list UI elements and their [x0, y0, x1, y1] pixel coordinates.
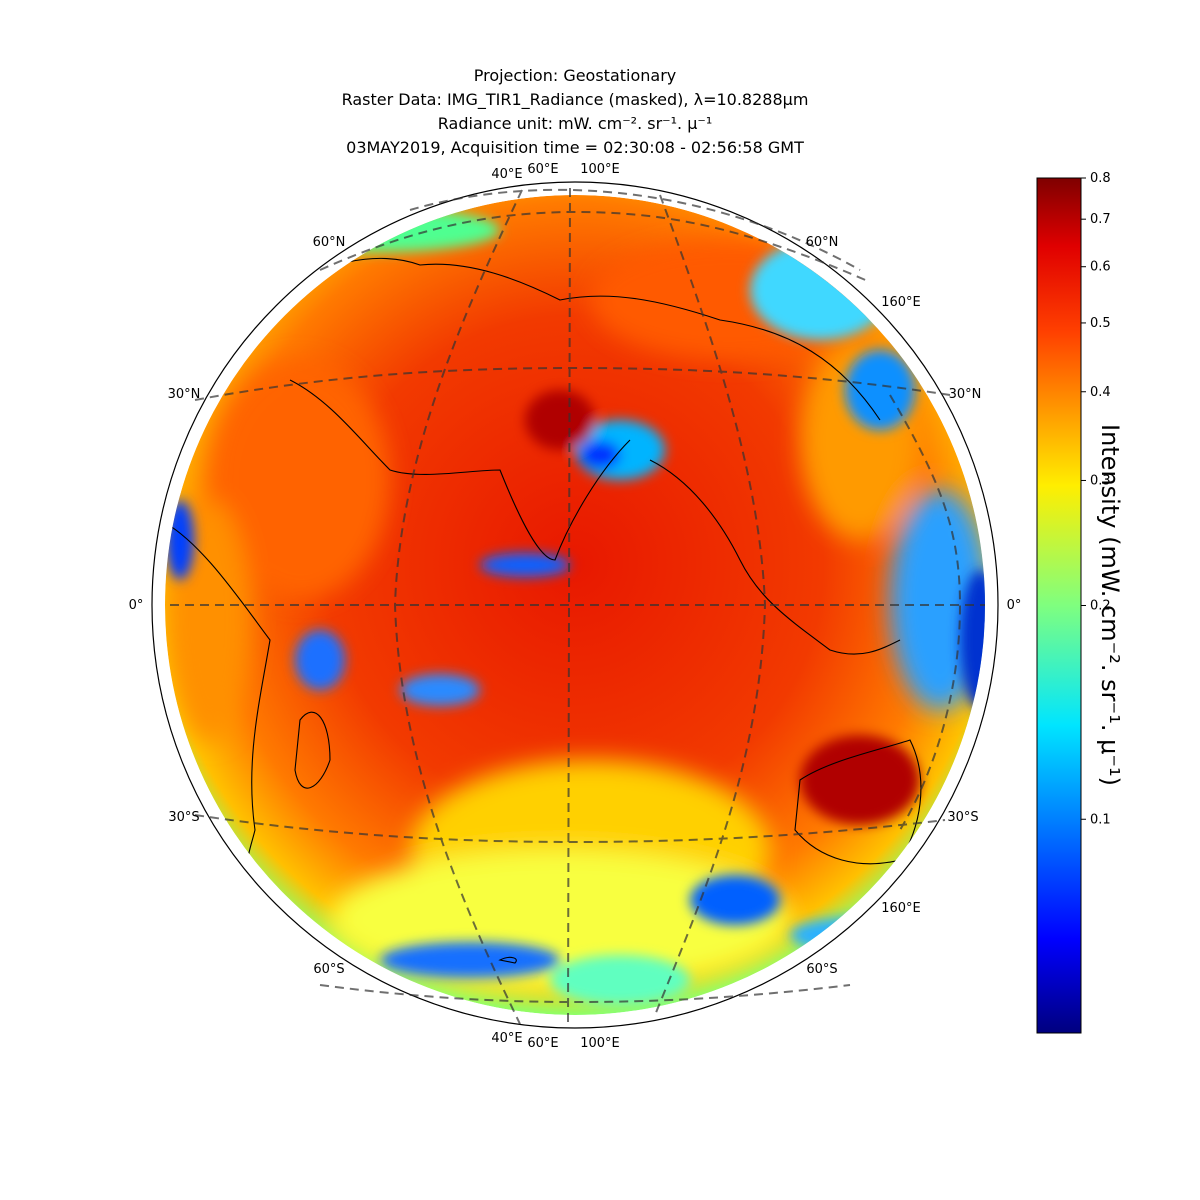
colorbar-gradient: [1036, 177, 1082, 1034]
gridline-140e: [654, 194, 767, 1016]
label-left-30n: 30°N: [168, 387, 201, 402]
colorbar-ticks: 0.8 0.7 0.6 0.5 0.4 0.3 0.2 0.1: [1081, 171, 1111, 827]
gridline-30s: [194, 814, 946, 844]
gridline-160e: [889, 394, 962, 831]
label-right-30n: 30°N: [949, 387, 982, 402]
colorbar-tick-label: 0.4: [1090, 385, 1111, 400]
label-right-60s: 60°S: [806, 962, 837, 977]
label-right-30s: 30°S: [947, 810, 978, 825]
label-left-0: 0°: [129, 598, 144, 613]
colorbar-tick-label: 0.6: [1090, 260, 1111, 275]
label-left-60n: 60°N: [313, 235, 346, 250]
graticule-labels: 40°E 60°E 100°E 40°E 60°E 100°E 60°N 30°…: [129, 162, 1022, 1051]
gridline-100e: [567, 187, 571, 1026]
label-right-160e-top: 160°E: [881, 295, 921, 310]
colorbar-tick-label: 0.1: [1090, 812, 1111, 827]
title-unit: Radiance unit: mW. cm⁻². sr⁻¹. μ⁻¹: [437, 114, 713, 133]
colorbar-tick-label: 0.2: [1090, 599, 1111, 614]
colorbar-tick-label: 0.8: [1090, 171, 1111, 186]
label-right-0: 0°: [1007, 598, 1022, 613]
gridline-lat-75n: [409, 188, 861, 271]
label-right-60n: 60°N: [806, 235, 839, 250]
title-time: 03MAY2019, Acquisition time = 02:30:08 -…: [346, 138, 804, 157]
label-bottom-40e: 40°E: [491, 1031, 522, 1046]
colorbar-tick-label: 0.5: [1090, 316, 1111, 331]
label-bottom-60e: 60°E: [527, 1036, 558, 1051]
label-top-100e: 100°E: [580, 162, 620, 177]
label-left-60s: 60°S: [313, 962, 344, 977]
label-top-40e: 40°E: [491, 167, 522, 182]
label-right-160e-bottom: 160°E: [881, 901, 921, 916]
colorbar-tick-label: 0.7: [1090, 212, 1111, 227]
gridline-60s: [319, 984, 851, 1004]
gridline-60e: [393, 189, 523, 1025]
gridline-60n: [319, 210, 871, 283]
title-projection: Projection: Geostationary: [473, 66, 677, 85]
coastlines: [165, 257, 922, 964]
label-top-60e: 60°E: [527, 162, 558, 177]
colorbar: 0.8 0.7 0.6 0.5 0.4 0.3 0.2 0.1: [1036, 171, 1111, 1034]
figure-title: Projection: Geostationary Raster Data: I…: [0, 64, 1150, 160]
title-raster: Raster Data: IMG_TIR1_Radiance (masked),…: [341, 90, 809, 109]
label-bottom-100e: 100°E: [580, 1036, 620, 1051]
graticule: [170, 187, 985, 1026]
label-left-30s: 30°S: [168, 810, 199, 825]
colorbar-tick-label: 0.3: [1090, 473, 1111, 488]
colorbar-label: Intensity (mW. cm⁻². sr⁻¹. μ⁻¹): [1096, 423, 1124, 787]
gridline-30n: [194, 366, 951, 401]
